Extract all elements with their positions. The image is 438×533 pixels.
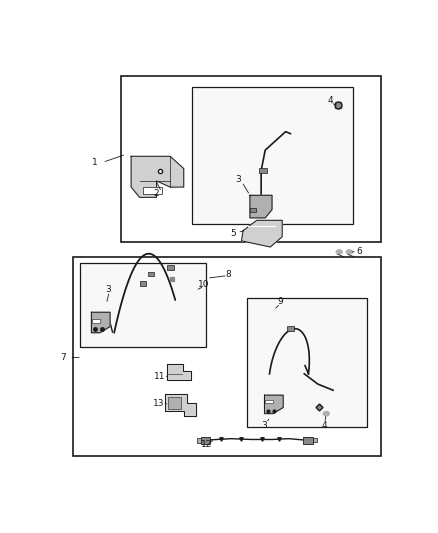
Bar [247,298,367,427]
Text: 3: 3 [235,175,241,184]
Bar [303,437,313,444]
Bar [148,272,154,276]
Polygon shape [167,365,191,380]
Bar [201,437,210,444]
Text: 11: 11 [154,372,166,381]
Text: 1: 1 [92,158,98,167]
Bar [80,263,206,347]
Text: 8: 8 [225,270,231,279]
Text: 9: 9 [278,297,283,306]
Ellipse shape [336,250,342,254]
Bar [74,257,381,456]
Bar [265,400,273,403]
Bar [92,319,100,322]
Polygon shape [265,395,283,414]
Text: 2: 2 [154,189,159,198]
Polygon shape [250,195,272,218]
Polygon shape [165,394,196,416]
Bar [192,86,353,224]
Bar [168,397,181,409]
Bar [140,281,146,286]
Text: 5: 5 [231,229,237,238]
Text: 3: 3 [106,285,111,294]
Polygon shape [241,220,282,247]
Text: 4: 4 [322,421,328,430]
Bar [287,326,294,330]
Text: 10: 10 [198,280,210,289]
Bar [250,207,256,212]
Polygon shape [92,312,110,333]
Text: 12: 12 [201,440,212,449]
Text: 7: 7 [60,353,66,362]
Bar [143,187,162,195]
Bar [197,438,201,443]
Text: 13: 13 [152,399,164,408]
Text: 4: 4 [328,96,333,106]
Bar [167,265,173,270]
Bar [259,168,267,173]
Text: 3: 3 [261,421,268,430]
Text: 6: 6 [357,247,363,256]
Ellipse shape [346,250,353,254]
Bar [313,438,317,442]
Ellipse shape [323,411,329,416]
Bar [121,76,381,243]
Polygon shape [131,156,184,197]
